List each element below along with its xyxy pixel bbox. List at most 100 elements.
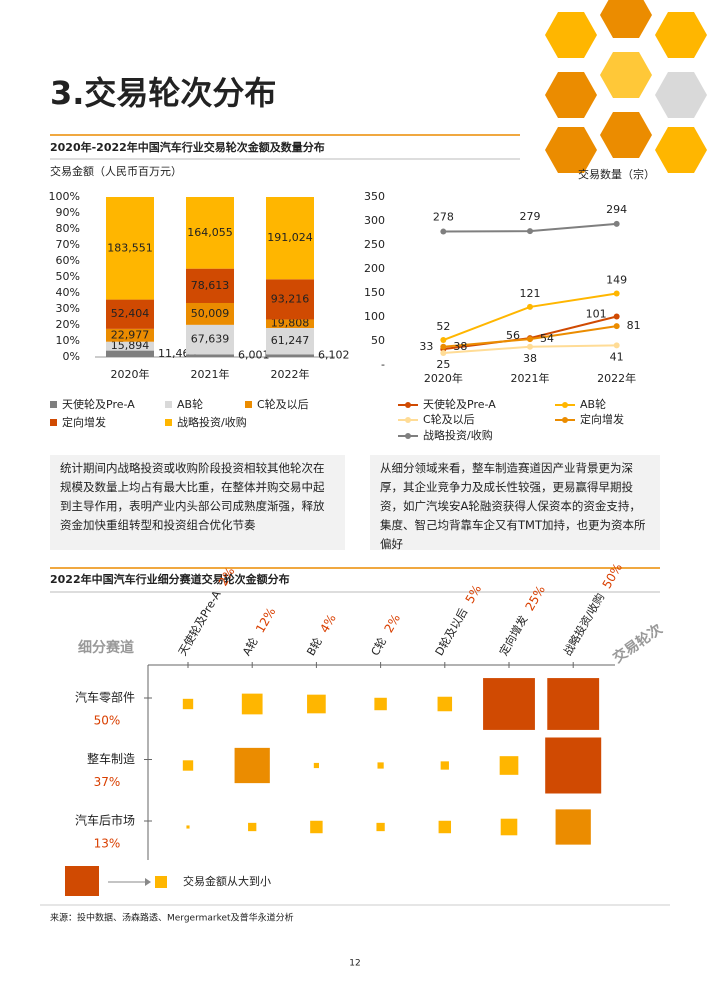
page-title: 3.交易轮次分布 (50, 74, 276, 112)
point (613, 342, 620, 349)
square (440, 761, 449, 770)
point (440, 350, 447, 356)
square (438, 820, 452, 834)
bar-segment (186, 197, 234, 269)
legend-label: 天使轮及Pre-A (423, 397, 496, 411)
y-tick-label: 100% (49, 190, 80, 203)
column-share: 50% (600, 561, 625, 591)
y-tick-label: 100 (364, 310, 385, 323)
bar-segment (186, 268, 234, 303)
legend-label: 定向增发 (580, 412, 624, 426)
data-label: 78,613 (191, 279, 230, 292)
square (182, 760, 194, 771)
y-tick-label: - (381, 358, 385, 371)
data-label: 6,001 (238, 349, 270, 362)
point (440, 228, 447, 235)
legend-label: C轮及以后 (423, 412, 475, 426)
y-tick-label: 50 (371, 334, 385, 347)
data-label: 6,102 (318, 349, 350, 362)
data-label: 164,055 (187, 226, 233, 239)
source: 来源：投中数据、汤森路透、Mergermarket及普华永道分析 (50, 912, 294, 924)
data-label: 19,808 (271, 317, 310, 330)
square (374, 697, 387, 711)
point (440, 337, 447, 344)
bar-segment (266, 327, 314, 355)
row-name: 汽车零部件 (75, 690, 135, 705)
data-label: 38 (523, 352, 537, 365)
bar-segment (106, 328, 154, 342)
legend-marker (562, 417, 568, 423)
y-tick-label: 60% (56, 254, 80, 267)
point (613, 323, 620, 330)
x-tick-label: 2020年 (424, 371, 463, 385)
note: 统计期间内战略投资或收购阶段投资相较其他轮次在规模及数量上均占有最大比重，在整体… (50, 455, 345, 550)
x-tick-label: 2021年 (191, 367, 230, 381)
column-share: 2% (381, 612, 403, 635)
column-name: 定向增发 (496, 613, 530, 658)
legend-marker (405, 402, 411, 408)
y-tick-label: 40% (56, 286, 80, 299)
data-label: 56 (506, 329, 520, 342)
column-name: 战略投资/收购 (560, 591, 607, 658)
square (182, 698, 194, 710)
square (376, 822, 385, 832)
legend-label: 天使轮及Pre-A (62, 397, 135, 411)
column-name: B轮 (303, 635, 324, 658)
point (613, 220, 620, 227)
point (527, 303, 533, 310)
data-label: 93,216 (271, 292, 310, 305)
row-share: 50% (94, 714, 121, 728)
legend-swatch (245, 401, 252, 408)
bar-segment (266, 197, 314, 280)
data-label: 15,894 (111, 339, 150, 352)
data-label: 22,977 (111, 328, 150, 341)
legend-marker (405, 433, 411, 439)
y-axis-label: 交易数量（宗） (578, 167, 655, 181)
square (437, 696, 453, 712)
point (440, 343, 447, 350)
y-tick-label: 10% (56, 334, 80, 347)
y-tick-label: 20% (56, 318, 80, 331)
bar-segment (186, 354, 234, 357)
hex-decoration (545, 0, 707, 173)
point (613, 290, 620, 297)
point (527, 343, 533, 350)
legend-label: 战略投资/收购 (423, 428, 493, 442)
square (499, 756, 519, 775)
legend-label: AB轮 (177, 397, 203, 411)
note: 从细分领域来看，整车制造赛道因产业背景更为深厚，其企业竞争力及成长性较强，更易赢… (370, 455, 660, 551)
x-tick-label: 2021年 (511, 371, 550, 385)
legend-label: 战略投资/收购 (177, 415, 247, 429)
data-label: 52,404 (111, 307, 150, 320)
data-label: 67,639 (191, 333, 230, 346)
legend-marker (562, 402, 568, 408)
legend-small (155, 876, 167, 888)
square (248, 822, 257, 832)
bar-segment (266, 279, 314, 320)
y-tick-label: 300 (364, 214, 385, 227)
data-label: 41 (610, 350, 624, 363)
data-label: 101 (586, 308, 607, 321)
legend-label: C轮及以后 (257, 397, 309, 411)
y-tick-label: 30% (56, 302, 80, 315)
row-axis-label: 细分赛道 (78, 639, 134, 656)
square (313, 762, 319, 769)
column-share: 12% (253, 605, 278, 635)
column-label: B轮4% (303, 612, 338, 658)
data-label: 121 (520, 287, 541, 300)
legend-label: AB轮 (580, 397, 606, 411)
page-number: 12 (349, 959, 360, 969)
point (527, 336, 533, 343)
column-name: A轮 (239, 635, 260, 658)
row-share: 37% (94, 775, 121, 789)
square (241, 693, 263, 715)
legend-marker (405, 417, 411, 423)
column-share: 5% (463, 582, 485, 605)
x-tick-label: 2022年 (271, 367, 310, 381)
square (234, 747, 270, 784)
data-label: 33 (419, 340, 433, 353)
